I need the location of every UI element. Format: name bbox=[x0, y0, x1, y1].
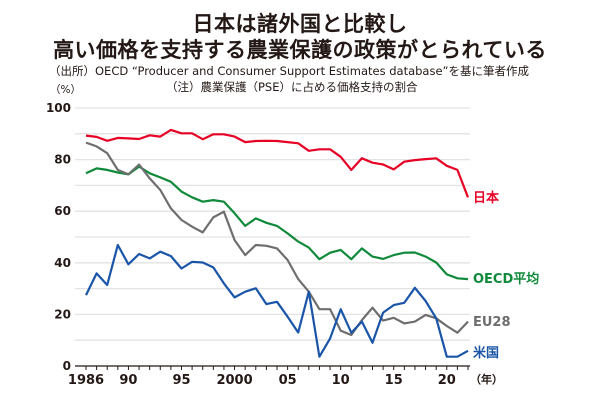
x-tick-label: 1986 bbox=[68, 373, 104, 388]
y-axis-ticks: 0 20 40 60 80 100 bbox=[46, 101, 71, 373]
source-note: （出所）OECD “Producer and Consumer Support … bbox=[49, 64, 529, 78]
x-tick-label: 95 bbox=[172, 373, 190, 388]
x-tick-label: 90 bbox=[119, 373, 137, 388]
footnote: （注）農業保護（PSE）に占める価格支持の割合 bbox=[166, 80, 418, 94]
y-tick-label: 60 bbox=[54, 204, 71, 218]
y-tick-label: 80 bbox=[54, 153, 71, 167]
x-tick-label: 05 bbox=[279, 373, 297, 388]
x-axis-tick-labels: 1986 90 95 2000 05 10 15 20 bbox=[68, 373, 456, 388]
chart-title-line1: 日本は諸外国と比較し bbox=[192, 12, 408, 36]
x-tick-label: 10 bbox=[332, 373, 350, 388]
y-tick-label: 0 bbox=[63, 359, 71, 373]
y-tick-label: 40 bbox=[54, 256, 71, 270]
x-tick-label: 20 bbox=[438, 373, 456, 388]
y-tick-label: 20 bbox=[54, 307, 71, 321]
series-label: OECD平均 bbox=[473, 271, 539, 287]
series-line-2 bbox=[85, 141, 469, 337]
series-label: 日本 bbox=[473, 190, 499, 206]
series-line-3 bbox=[85, 243, 469, 358]
x-axis-unit-label: （年） bbox=[470, 372, 503, 386]
x-axis bbox=[75, 365, 470, 370]
y-axis-unit-label: （%） bbox=[50, 84, 81, 96]
chart-title-line2: 高い価格を支持する農業保護の政策がとられている bbox=[53, 38, 547, 62]
gridlines bbox=[75, 107, 470, 341]
series-label: 米国 bbox=[473, 345, 499, 361]
series-line-1 bbox=[85, 165, 469, 281]
series-line-0 bbox=[85, 128, 470, 198]
x-tick-label: 15 bbox=[385, 373, 403, 388]
series-lines bbox=[85, 128, 470, 358]
series-label: EU28 bbox=[473, 315, 511, 330]
x-tick-label: 2000 bbox=[216, 373, 252, 388]
y-tick-label: 100 bbox=[46, 101, 71, 115]
series-labels: 日本 OECD平均 EU28 米国 bbox=[473, 190, 539, 361]
